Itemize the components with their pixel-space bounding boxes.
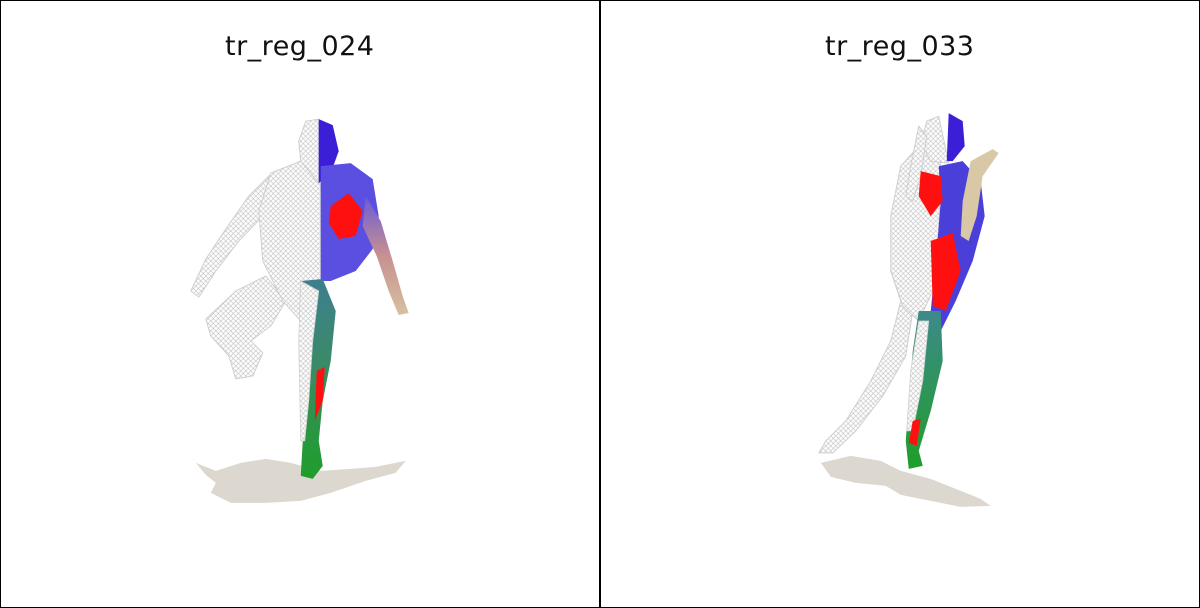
panel-title-left: tr_reg_024	[225, 31, 375, 62]
human-mesh-left	[190, 118, 409, 479]
ground-shadow-left	[195, 458, 406, 503]
panel-left: tr_reg_024	[1, 1, 601, 607]
render-viewport-right	[817, 113, 999, 507]
human-mesh-right	[817, 113, 999, 469]
panel-right: tr_reg_033	[600, 1, 1199, 607]
ground-shadow-right	[820, 455, 991, 507]
panel-title-right: tr_reg_033	[825, 31, 975, 62]
render-viewport-left	[190, 118, 409, 503]
